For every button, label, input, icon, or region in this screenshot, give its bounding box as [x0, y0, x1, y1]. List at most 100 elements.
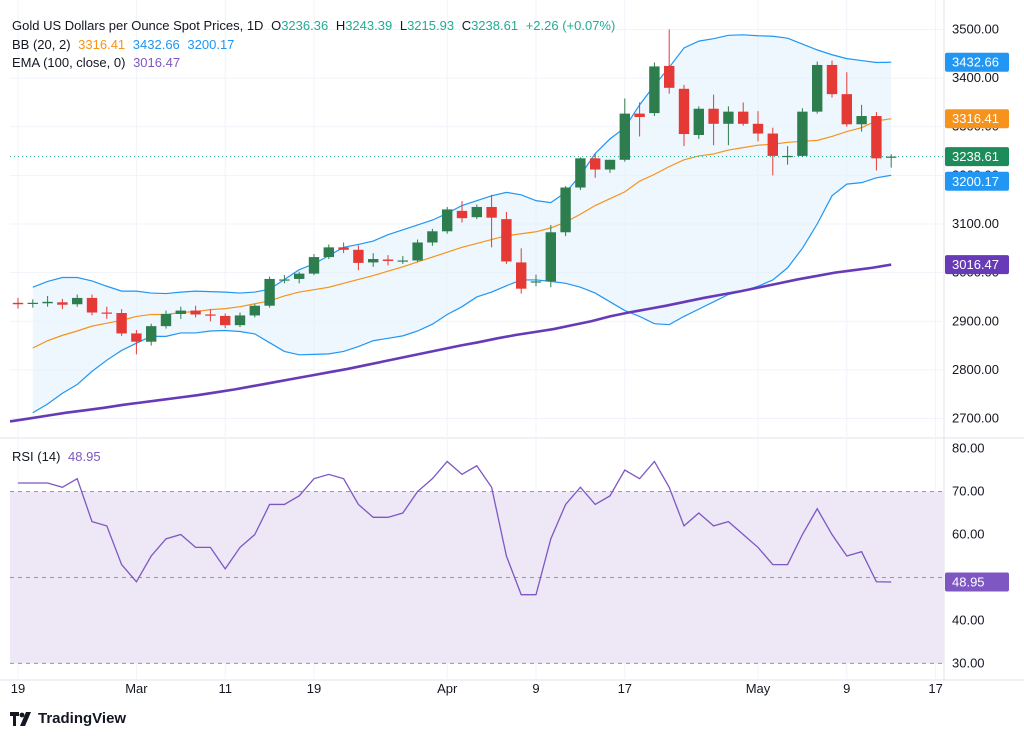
candle-body	[57, 302, 68, 305]
candle-body	[456, 210, 468, 219]
candle-body	[678, 88, 690, 135]
candle-body	[723, 111, 734, 124]
candle-body	[664, 65, 675, 88]
candle-body	[249, 305, 260, 316]
time-tick-label: 17	[928, 681, 942, 696]
time-tick-label: 9	[843, 681, 850, 696]
candle-body	[471, 206, 482, 218]
ohlc-close: 3238.61	[471, 18, 519, 33]
candle-body	[812, 64, 823, 112]
ohlc-open: 3236.36	[281, 18, 329, 33]
last-price-tag: 3238.61	[952, 149, 999, 164]
candle-body	[797, 111, 808, 156]
ohlc-low: 3215.93	[407, 18, 455, 33]
logo-text: TradingView	[38, 710, 127, 727]
ema-tag-bg	[945, 255, 1009, 275]
candle-body	[264, 278, 275, 306]
candle-body	[427, 231, 438, 243]
candle-body	[86, 297, 98, 313]
price-change: +2.26 (+0.07%)	[525, 18, 616, 33]
ohlc-high-key: H	[335, 18, 346, 33]
last-price-tag-bg	[945, 147, 1009, 167]
candle-body	[146, 326, 157, 342]
candle-body	[382, 259, 394, 261]
candle-body	[279, 279, 290, 281]
ema-line-group	[9, 263, 892, 423]
ohlc-high: 3243.39	[345, 18, 393, 33]
ema-value: 3016.47	[133, 55, 181, 70]
candle-body	[205, 314, 216, 316]
price-tick-label: 3500.00	[952, 21, 999, 36]
rsi-pane	[10, 460, 944, 664]
candle-body	[738, 111, 749, 124]
ohlc-close-key: C	[461, 18, 472, 33]
rsi-legend: RSI (14) 48.95	[12, 449, 105, 465]
candle-body	[308, 257, 320, 274]
time-tick-label: May	[746, 681, 771, 696]
bb-label: BB (20, 2)	[12, 37, 71, 52]
candle-body	[501, 219, 512, 262]
candle-body	[886, 156, 897, 158]
rsi-tick-label: 80.00	[952, 441, 985, 456]
bb-lower-value: 3200.17	[187, 37, 235, 52]
ohlc-open-key: O	[271, 18, 282, 33]
price-tick-label: 2900.00	[952, 313, 999, 328]
rsi-tick-label: 30.00	[952, 655, 985, 670]
bb-upper-tag: 3432.66	[952, 55, 999, 70]
candle-body	[649, 66, 660, 114]
candle-body	[131, 333, 142, 342]
title-row: Gold US Dollars per Ounce Spot Prices, 1…	[12, 18, 619, 34]
candle-body	[323, 247, 334, 258]
rsi-line	[18, 460, 892, 596]
chart-title: Gold US Dollars per Ounce Spot Prices, 1…	[12, 18, 264, 33]
candle-body	[353, 249, 364, 263]
candle-body	[116, 313, 127, 334]
candle-body	[575, 158, 586, 188]
ema-legend: EMA (100, close, 0) 3016.47	[12, 55, 184, 71]
price-tick-label: 2700.00	[952, 411, 999, 426]
candle-body	[856, 116, 867, 125]
candle-body	[412, 242, 423, 261]
candle-body	[368, 259, 379, 263]
candle-body	[708, 108, 719, 124]
candle-body	[782, 155, 793, 158]
candle-body	[841, 94, 852, 125]
candle-body	[220, 315, 231, 326]
price-tick-label: 3100.00	[952, 216, 999, 231]
candles	[10, 29, 944, 355]
candle-body	[752, 123, 764, 134]
candle-body	[604, 159, 616, 170]
bb-basis-tag-bg	[945, 109, 1009, 129]
time-tick-label: Mar	[125, 681, 148, 696]
candle-body	[294, 273, 305, 279]
rsi-value: 48.95	[68, 449, 101, 464]
price-tick-label: 2800.00	[952, 362, 999, 377]
rsi-label: RSI (14)	[12, 449, 61, 464]
candle-body	[619, 113, 630, 160]
ema-line	[9, 263, 892, 423]
bb-lower-tag-bg	[945, 171, 1009, 191]
candle-body	[397, 260, 408, 262]
candle-body	[27, 302, 38, 304]
bb-basis-value: 3316.41	[78, 37, 126, 52]
bb-upper-value: 3432.66	[132, 37, 180, 52]
bb-basis-tag: 3316.41	[952, 111, 999, 126]
candle-body	[545, 232, 556, 282]
time-tick-label: Apr	[437, 681, 458, 696]
candle-body	[530, 281, 542, 283]
candle-body	[338, 247, 349, 250]
rsi-tag-bg	[945, 572, 1009, 592]
candle-body	[826, 64, 838, 95]
candle-body	[190, 310, 201, 315]
ema-tag: 3016.47	[952, 257, 999, 272]
time-tick-label: 19	[11, 681, 25, 696]
candle-body	[486, 206, 497, 218]
candle-body	[72, 297, 83, 305]
time-tick-label: 11	[218, 681, 232, 696]
candle-body	[516, 262, 527, 289]
candle-body	[634, 113, 645, 117]
candle-body	[767, 133, 778, 156]
tradingview-logo[interactable]: TradingView	[10, 710, 126, 727]
time-tick-label: 9	[532, 681, 539, 696]
